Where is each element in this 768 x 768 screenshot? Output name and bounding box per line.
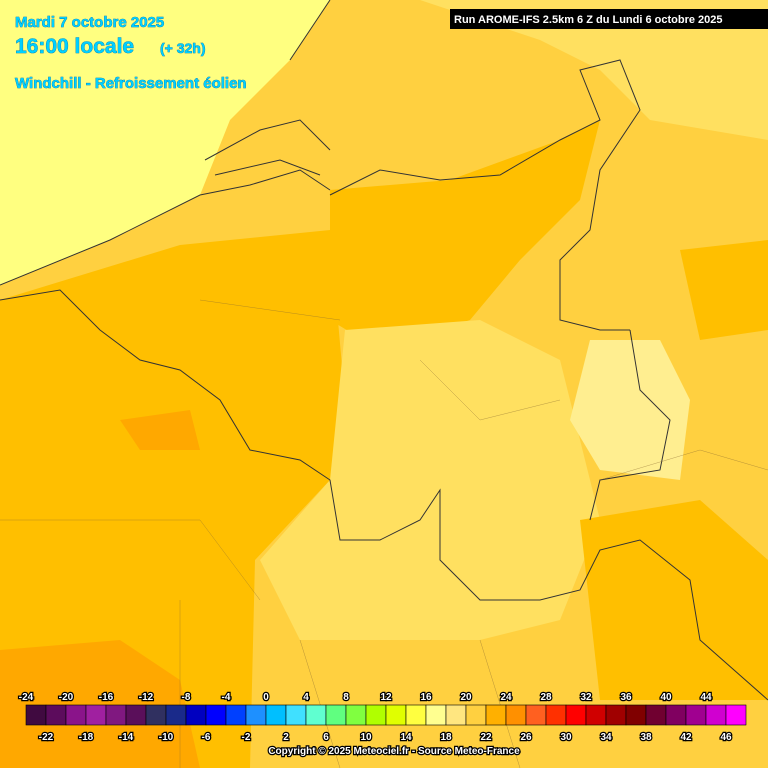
legend-swatch [645, 704, 667, 726]
legend-label: -20 [59, 692, 74, 703]
legend-label: -6 [202, 732, 211, 743]
legend-swatch [365, 704, 387, 726]
legend-label: 2 [283, 732, 289, 743]
legend-label: 46 [720, 732, 732, 743]
legend-swatch [45, 704, 67, 726]
legend: -24-22-20-18-16-14-12-10-8-6-4-202468101… [18, 691, 747, 744]
legend-swatch [305, 704, 327, 726]
legend-swatch [85, 704, 107, 726]
legend-label: -14 [119, 732, 134, 743]
legend-swatch [265, 704, 287, 726]
legend-label: 40 [660, 692, 672, 703]
legend-label: -16 [99, 692, 114, 703]
legend-label: 12 [380, 692, 392, 703]
legend-label: 16 [420, 692, 432, 703]
legend-label: 8 [343, 692, 349, 703]
legend-label: 30 [560, 732, 572, 743]
legend-swatch [445, 704, 467, 726]
legend-swatch [325, 704, 347, 726]
legend-swatch [425, 704, 447, 726]
legend-label: -18 [79, 732, 94, 743]
legend-label: 20 [460, 692, 472, 703]
legend-swatch [685, 704, 707, 726]
date: Mardi 7 octobre 2025 [15, 14, 164, 31]
legend-label: 22 [480, 732, 492, 743]
legend-swatch [665, 704, 687, 726]
legend-swatch [625, 704, 647, 726]
legend-label: 32 [580, 692, 592, 703]
legend-swatch [225, 704, 247, 726]
legend-label: 26 [520, 732, 532, 743]
legend-swatch [705, 704, 727, 726]
legend-label: 34 [600, 732, 612, 743]
legend-swatch [245, 704, 267, 726]
legend-label: 18 [440, 732, 452, 743]
legend-label: -2 [242, 732, 251, 743]
legend-swatch [485, 704, 507, 726]
run-box [450, 9, 768, 29]
legend-swatch [285, 704, 307, 726]
time: 16:00 locale [15, 35, 134, 58]
legend-swatch [125, 704, 147, 726]
parameter: Windchill - Refroissement éolien [15, 75, 247, 92]
legend-swatch [545, 704, 567, 726]
legend-swatch [405, 704, 427, 726]
legend-swatch [725, 704, 747, 726]
legend-label: 36 [620, 692, 632, 703]
legend-label: 10 [360, 732, 372, 743]
run-info: Run AROME-IFS 2.5km 6 Z du Lundi 6 octob… [454, 14, 723, 26]
legend-swatch [185, 704, 207, 726]
legend-label: 0 [263, 692, 269, 703]
legend-swatch [25, 704, 47, 726]
legend-swatch [345, 704, 367, 726]
legend-label: -12 [139, 692, 154, 703]
legend-swatch [385, 704, 407, 726]
offset: (+ 32h) [160, 40, 206, 56]
legend-swatch [145, 704, 167, 726]
legend-label: 42 [680, 732, 692, 743]
legend-label: -22 [39, 732, 54, 743]
legend-swatch [465, 704, 487, 726]
legend-label: 14 [400, 732, 412, 743]
legend-label: -4 [222, 692, 231, 703]
legend-swatch [205, 704, 227, 726]
legend-label: 28 [540, 692, 552, 703]
legend-label: 44 [700, 692, 712, 703]
legend-swatch [105, 704, 127, 726]
legend-label: -8 [182, 692, 191, 703]
legend-label: -10 [159, 732, 174, 743]
legend-swatch [565, 704, 587, 726]
legend-swatch [505, 704, 527, 726]
legend-label: 24 [500, 692, 512, 703]
legend-swatch [605, 704, 627, 726]
legend-swatch [65, 704, 87, 726]
legend-label: 6 [323, 732, 329, 743]
legend-label: 4 [303, 692, 309, 703]
legend-label: 38 [640, 732, 652, 743]
legend-label: -24 [19, 692, 34, 703]
legend-swatch [165, 704, 187, 726]
legend-swatch [525, 704, 547, 726]
copyright: Copyright © 2025 Meteociel.fr - Source M… [268, 746, 520, 757]
legend-swatch [585, 704, 607, 726]
